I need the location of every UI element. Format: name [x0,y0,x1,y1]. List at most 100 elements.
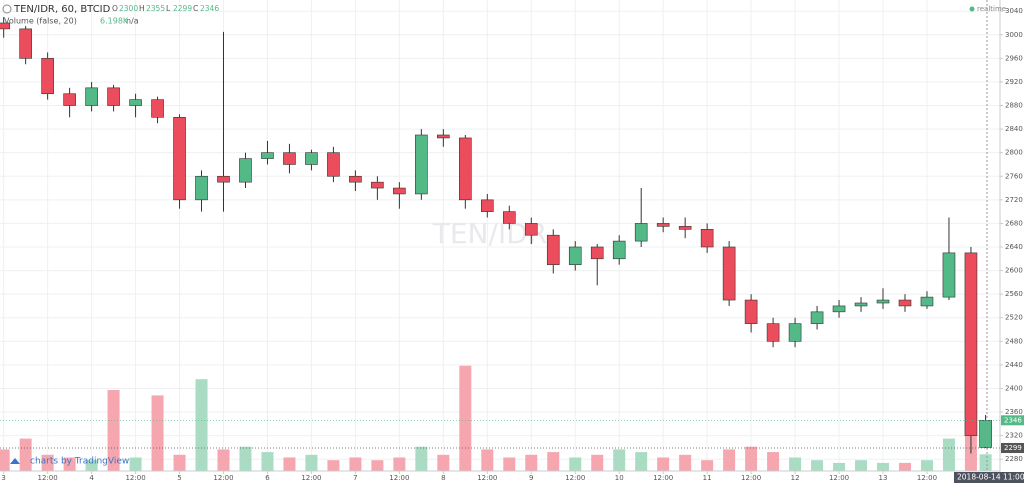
candle-body [305,152,318,165]
volume-na: n/a [126,17,139,26]
x-tick-label: 12:00 [213,474,233,482]
y-tick-label: 2560 [1005,290,1023,298]
candle-body [459,137,472,201]
y-tick-label: 2440 [1005,361,1023,369]
candle-body [437,134,450,139]
volume-bar [349,457,362,471]
volume-bar [129,457,142,471]
volume-bar [283,457,296,471]
volume-value: 6.198K [100,17,129,26]
candle-body [612,240,626,260]
volume-bar [547,452,560,471]
candle-body [568,246,582,265]
branding-text[interactable]: charts by TradingView [30,457,129,467]
y-tick-label: 2880 [1005,102,1023,110]
volume-bar [173,454,186,471]
volume-bar [415,446,428,471]
ohlc-label: C [193,4,198,13]
candle-body [151,99,164,118]
y-tick-label: 2640 [1005,243,1023,251]
y-tick-label: 2360 [1005,408,1023,416]
candle-body [920,296,934,307]
x-tick-label: 12:00 [565,474,585,482]
ohlc-value: 2300 [119,4,138,13]
price-marker: 2299 [1004,444,1022,452]
x-tick-label: 12:00 [389,474,409,482]
volume-bar [19,438,32,471]
ohlc-label: L [166,4,171,13]
volume-bar [979,454,992,471]
x-tick-label: 12:00 [917,474,937,482]
x-tick-label: 5 [177,474,181,482]
x-tick-label: 4 [89,474,94,482]
candle-body [393,187,406,195]
y-tick-label: 2960 [1005,54,1023,62]
x-tick-label: 12:00 [301,474,321,482]
volume-bar [613,449,626,471]
volume-bar [481,449,494,471]
x-tick-label: 12:00 [741,474,761,482]
branding[interactable]: charts by TradingView [10,457,129,467]
candle-body [546,234,560,265]
volume-bar [833,462,846,471]
x-tick-label: 8 [441,474,445,482]
candle-body [327,152,340,177]
candle-body [85,87,98,106]
volume-bar [877,462,890,471]
volume-bar [723,449,736,471]
candle-body [41,58,54,95]
price-marker-bg [1001,415,1024,426]
symbol-icon[interactable] [2,4,12,14]
y-tick-label: 2680 [1005,219,1023,227]
x-tick-label: 13 [879,474,888,482]
candle-body [788,323,802,342]
x-tick-label: 10 [615,474,624,482]
candle-body [19,28,32,59]
candle-body [502,211,516,224]
candle-body [217,175,230,183]
y-tick-label: 2520 [1005,314,1023,322]
y-tick-label: 2400 [1005,384,1023,392]
volume-bar [745,446,758,471]
ohlc-label: H [139,4,145,13]
x-tick-label: 3 [1,474,5,482]
y-tick-label: 2920 [1005,78,1023,86]
y-tick-label: 3000 [1005,31,1023,39]
y-tick-label: 2720 [1005,196,1023,204]
logo [10,458,20,464]
time-label: 2018-08-14 11:00 [957,473,1024,482]
candle-body [524,223,538,236]
price-marker-bg [1001,443,1024,454]
candle-body [129,99,142,106]
x-tick-label: 12:00 [477,474,497,482]
volume-bar [942,438,955,471]
y-tick-label: 2320 [1005,432,1023,440]
price-axis-bg [1000,0,1024,483]
volume-bar [239,446,252,471]
volume-bar [635,452,648,471]
volume-bar [920,460,933,471]
y-tick-label: 2800 [1005,149,1023,157]
time-label-bg [954,472,1024,483]
ohlc: O 2300 H 2355 L 2299 C 2346 [112,4,219,13]
candle-body [481,199,494,212]
x-tick-label: 12:00 [829,474,849,482]
legend: TEN/IDR, 60, BTCID O 2300 H 2355 L 2299 C 2346 … [2,4,219,26]
ohlc-label: O [112,4,118,13]
volume-bar [701,460,714,471]
candle-body [107,87,120,106]
candle-body [854,302,868,307]
candle-body [744,299,758,324]
volume-bar [459,365,472,471]
candle-body [766,323,780,342]
candle-body [876,299,890,304]
volume-bar [305,454,318,471]
volume-bar [371,460,384,471]
candle-body [590,246,604,260]
candle-body [979,420,992,448]
volume-bar [151,395,164,471]
volume-bar [327,460,340,471]
volume-bar [855,460,868,471]
x-tick-label: 12 [791,474,800,482]
